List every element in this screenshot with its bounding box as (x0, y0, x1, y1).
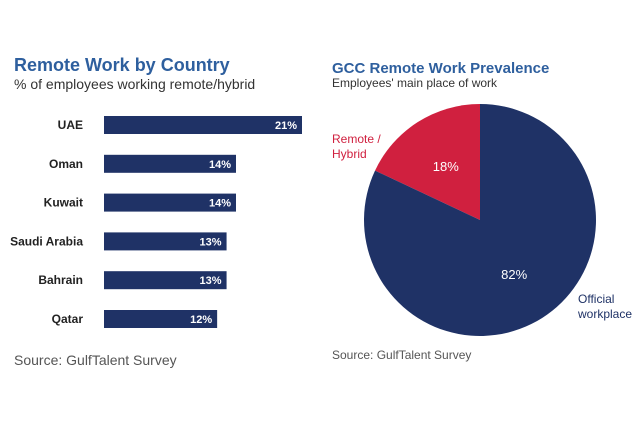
bar-value-label: 13% (200, 275, 222, 287)
pie-slice-label: Official workplace (577, 292, 632, 321)
bar-value-label: 21% (275, 120, 297, 132)
bar-value-label: 14% (209, 198, 231, 210)
pie-chart-title: GCC Remote Work Prevalence (332, 60, 550, 77)
bar-value-label: 14% (209, 159, 231, 171)
bar-chart-title: Remote Work by Country (14, 55, 230, 75)
pie-slice-label: Remote / Hybrid (332, 132, 381, 161)
pie-chart: 18% 82% Remote / Hybrid Official workplace (332, 104, 632, 336)
pie-slice (364, 104, 597, 336)
bar-chart-panel: Remote Work by Country % of employees wo… (10, 55, 302, 368)
pie-slice-value-label: 82% (501, 267, 527, 282)
category-label: UAE (58, 118, 83, 132)
category-label: Kuwait (44, 196, 83, 210)
bar-chart: UAE 21% Oman 14% Kuwait 14% Saudi Arabia 13% Bah… (10, 116, 302, 328)
category-label: Oman (49, 157, 83, 171)
bar (104, 310, 218, 328)
pie-slice (375, 104, 480, 220)
bar (104, 154, 236, 173)
category-label: Saudi Arabia (10, 234, 83, 248)
pie-chart-panel: GCC Remote Work Prevalence Employees' ma… (320, 0, 640, 427)
bar-value-label: 12% (190, 314, 212, 326)
pie-slice-value-label: 18% (433, 159, 459, 174)
bar (104, 193, 236, 212)
category-label: Qatar (52, 312, 84, 326)
category-label: Bahrain (38, 273, 83, 287)
bar-value-label: 13% (200, 236, 222, 248)
pie-chart-source: Source: GulfTalent Survey (332, 348, 472, 362)
bar (104, 271, 227, 290)
pie-chart-subtitle: Employees' main place of work (332, 76, 498, 90)
bar (104, 232, 227, 251)
bar-chart-source: Source: GulfTalent Survey (14, 352, 177, 368)
bar (104, 116, 302, 134)
bar-chart-subtitle: % of employees working remote/hybrid (14, 76, 256, 92)
